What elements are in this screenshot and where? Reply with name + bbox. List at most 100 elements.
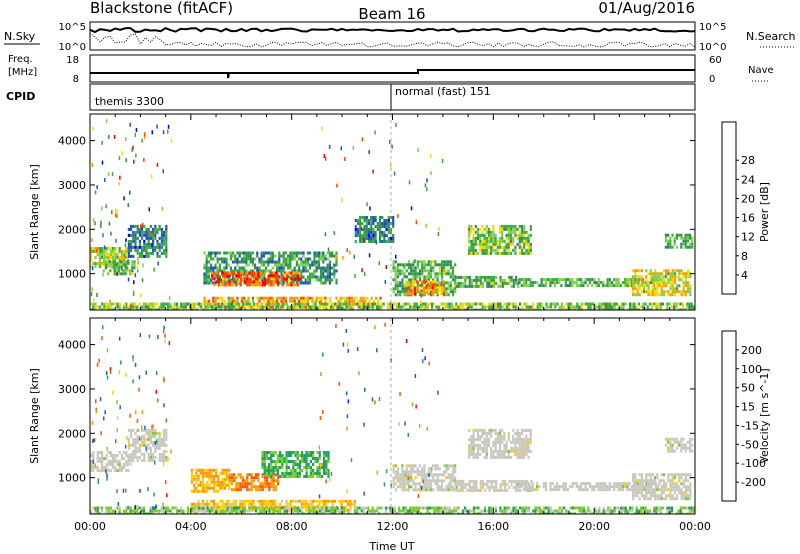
echo-cell bbox=[507, 434, 510, 438]
echo-cell bbox=[370, 225, 373, 228]
echo-cell bbox=[635, 305, 638, 309]
echo-cell bbox=[328, 299, 331, 303]
echo-cell bbox=[234, 281, 237, 285]
noise-cell bbox=[323, 154, 325, 159]
echo-cell bbox=[649, 278, 652, 282]
echo-cell bbox=[420, 305, 423, 309]
echo-cell bbox=[147, 434, 150, 438]
echo-cell bbox=[292, 305, 295, 309]
echo-cell bbox=[276, 266, 279, 270]
echo-cell bbox=[396, 275, 400, 279]
echo-cell bbox=[401, 263, 404, 267]
echo-cell bbox=[424, 308, 427, 310]
echo-cell bbox=[338, 308, 341, 310]
echo-cell bbox=[219, 486, 222, 490]
echo-cell bbox=[269, 260, 272, 264]
echo-cell bbox=[518, 446, 521, 450]
echo-cell bbox=[689, 287, 692, 291]
noise-cell bbox=[91, 287, 93, 292]
echo-cell bbox=[425, 482, 428, 486]
echo-cell bbox=[273, 263, 276, 267]
echo-cell bbox=[525, 284, 528, 288]
echo-cell bbox=[347, 512, 350, 514]
echo-cell bbox=[145, 227, 148, 231]
noise-cell bbox=[360, 226, 363, 231]
echo-cell bbox=[410, 272, 413, 276]
echo-cell bbox=[514, 488, 518, 492]
echo-cell bbox=[153, 302, 156, 306]
echo-cell bbox=[332, 302, 335, 306]
echo-cell bbox=[501, 281, 504, 285]
echo-cell bbox=[396, 290, 400, 294]
echo-cell bbox=[96, 250, 99, 253]
echo-cell bbox=[645, 275, 648, 279]
echo-cell bbox=[687, 290, 690, 294]
echo-cell bbox=[296, 271, 299, 275]
echo-cell bbox=[256, 302, 259, 306]
echo-cell bbox=[643, 488, 647, 492]
echo-cell bbox=[289, 263, 292, 267]
echo-cell bbox=[584, 485, 587, 489]
echo-cell bbox=[163, 440, 166, 444]
echo-cell bbox=[416, 266, 419, 270]
echo-cell bbox=[689, 446, 692, 450]
echo-cell bbox=[255, 476, 258, 480]
echo-cell bbox=[112, 460, 115, 463]
echo-cell bbox=[215, 474, 218, 478]
echo-cell bbox=[412, 488, 415, 492]
echo-cell bbox=[280, 266, 283, 270]
echo-cell bbox=[483, 233, 486, 237]
echo-cell bbox=[613, 482, 616, 486]
echo-cell bbox=[107, 253, 110, 256]
echo-cell bbox=[536, 281, 539, 285]
echo-cell bbox=[200, 512, 203, 514]
echo-cell bbox=[246, 476, 249, 480]
echo-cell bbox=[96, 512, 99, 514]
echo-cell bbox=[483, 251, 486, 255]
echo-cell bbox=[141, 230, 144, 234]
echo-cell bbox=[132, 455, 135, 459]
echo-cell bbox=[682, 494, 685, 498]
echo-cell bbox=[276, 454, 279, 457]
echo-cell bbox=[490, 482, 493, 486]
echo-cell bbox=[487, 242, 491, 246]
echo-cell bbox=[222, 274, 225, 278]
echo-cell bbox=[158, 242, 161, 246]
echo-cell bbox=[662, 488, 665, 492]
echo-cell bbox=[326, 272, 329, 276]
echo-cell bbox=[582, 308, 585, 310]
echo-cell bbox=[136, 245, 139, 249]
echo-cell bbox=[503, 437, 506, 441]
echo-cell bbox=[147, 305, 150, 309]
echo-cell bbox=[147, 254, 150, 258]
echo-cell bbox=[370, 231, 373, 234]
echo-cell bbox=[479, 308, 482, 310]
echo-cell bbox=[643, 485, 646, 489]
echo-cell bbox=[638, 287, 641, 291]
echo-cell bbox=[223, 486, 226, 490]
echo-cell bbox=[201, 474, 204, 478]
echo-cell bbox=[147, 428, 150, 432]
echo-cell bbox=[156, 509, 159, 513]
echo-cell bbox=[279, 506, 282, 510]
echo-cell bbox=[521, 479, 524, 483]
echo-cell bbox=[235, 482, 238, 486]
echo-cell bbox=[671, 272, 674, 276]
echo-cell bbox=[195, 489, 198, 493]
echo-cell bbox=[156, 308, 159, 310]
echo-cell bbox=[237, 509, 240, 513]
echo-cell bbox=[147, 512, 150, 514]
echo-cell bbox=[403, 488, 406, 492]
echo-cell bbox=[320, 266, 323, 270]
echo-cell bbox=[517, 479, 520, 483]
echo-cell bbox=[518, 278, 521, 282]
echo-cell bbox=[569, 302, 572, 306]
echo-cell bbox=[455, 284, 458, 288]
echo-cell bbox=[90, 512, 93, 514]
echo-cell bbox=[468, 224, 471, 228]
echo-cell bbox=[479, 488, 482, 492]
echo-cell bbox=[259, 308, 262, 310]
echo-cell bbox=[175, 506, 178, 510]
echo-cell bbox=[673, 449, 676, 453]
echo-cell bbox=[584, 281, 587, 285]
